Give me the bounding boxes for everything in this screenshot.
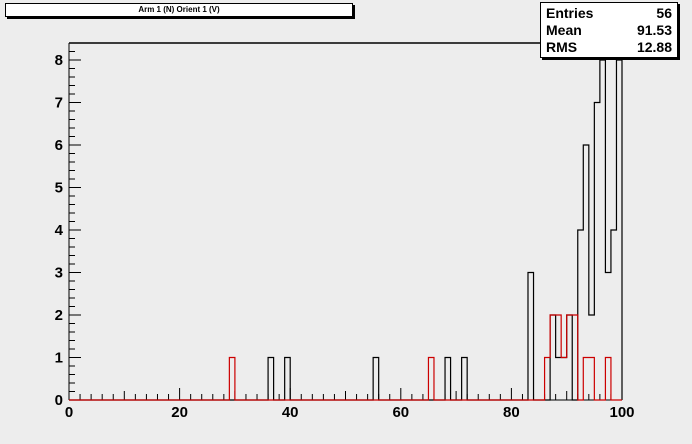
y-tick-label: 4 xyxy=(55,222,64,239)
histogram-title-box: Arm 1 (N) Orient 1 (V) xyxy=(5,3,353,17)
stats-row-mean: Mean 91.53 xyxy=(546,22,672,39)
stats-value-rms: 12.88 xyxy=(636,39,672,55)
stats-row-entries: Entries 56 xyxy=(546,5,672,22)
x-tick-label: 100 xyxy=(609,404,634,421)
histogram-series-red xyxy=(69,314,622,401)
x-tick-label: 80 xyxy=(503,404,520,421)
histogram-series-black xyxy=(69,59,623,401)
y-tick-label: 0 xyxy=(55,392,63,409)
y-tick-label: 5 xyxy=(55,180,63,197)
stats-row-rms: RMS 12.88 xyxy=(546,39,672,56)
stats-value-entries: 56 xyxy=(656,5,672,21)
x-tick-label: 60 xyxy=(392,404,409,421)
stats-label-rms: RMS xyxy=(546,39,578,55)
stats-value-mean: 91.53 xyxy=(636,22,672,38)
y-tick-label: 1 xyxy=(55,350,63,367)
x-tick-label: 0 xyxy=(65,404,73,421)
y-tick-label: 8 xyxy=(55,52,63,69)
y-tick-label: 6 xyxy=(55,137,63,154)
y-tick-label: 7 xyxy=(55,95,63,112)
histogram-title: Arm 1 (N) Orient 1 (V) xyxy=(138,5,220,14)
stats-box: Entries 56 Mean 91.53 RMS 12.88 xyxy=(540,2,678,58)
stats-label-entries: Entries xyxy=(546,5,594,21)
x-tick-label: 20 xyxy=(171,404,188,421)
y-tick-label: 3 xyxy=(55,265,63,282)
stats-label-mean: Mean xyxy=(546,22,582,38)
x-tick-label: 40 xyxy=(282,404,299,421)
y-tick-label: 2 xyxy=(55,307,63,324)
